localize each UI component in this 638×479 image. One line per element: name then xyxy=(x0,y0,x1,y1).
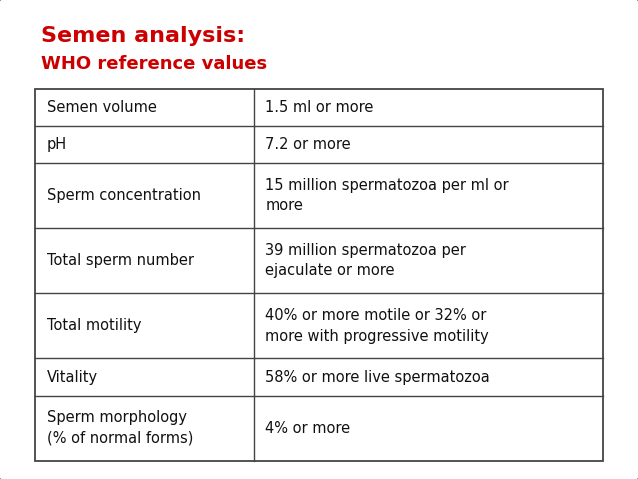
Text: Sperm concentration: Sperm concentration xyxy=(47,188,200,203)
Text: WHO reference values: WHO reference values xyxy=(41,55,267,73)
Text: 7.2 or more: 7.2 or more xyxy=(265,137,351,152)
Bar xyxy=(35,358,603,396)
Bar xyxy=(35,293,603,358)
Bar xyxy=(35,125,603,163)
Text: 40% or more motile or 32% or
more with progressive motility: 40% or more motile or 32% or more with p… xyxy=(265,308,489,343)
Text: 4% or more: 4% or more xyxy=(265,421,350,436)
Text: Vitality: Vitality xyxy=(47,369,98,385)
Text: 58% or more live spermatozoa: 58% or more live spermatozoa xyxy=(265,369,490,385)
Text: Semen analysis:: Semen analysis: xyxy=(41,26,246,46)
Text: pH: pH xyxy=(47,137,67,152)
Text: 1.5 ml or more: 1.5 ml or more xyxy=(265,100,374,114)
Bar xyxy=(35,89,603,461)
Text: Sperm morphology
(% of normal forms): Sperm morphology (% of normal forms) xyxy=(47,411,193,446)
Text: Semen volume: Semen volume xyxy=(47,100,156,114)
Text: 15 million spermatozoa per ml or
more: 15 million spermatozoa per ml or more xyxy=(265,178,509,213)
Bar xyxy=(35,228,603,293)
Text: 39 million spermatozoa per
ejaculate or more: 39 million spermatozoa per ejaculate or … xyxy=(265,243,466,278)
Bar xyxy=(35,89,603,125)
Bar xyxy=(35,163,603,228)
Text: Total motility: Total motility xyxy=(47,319,141,333)
Bar xyxy=(35,396,603,461)
Text: Total sperm number: Total sperm number xyxy=(47,253,193,268)
